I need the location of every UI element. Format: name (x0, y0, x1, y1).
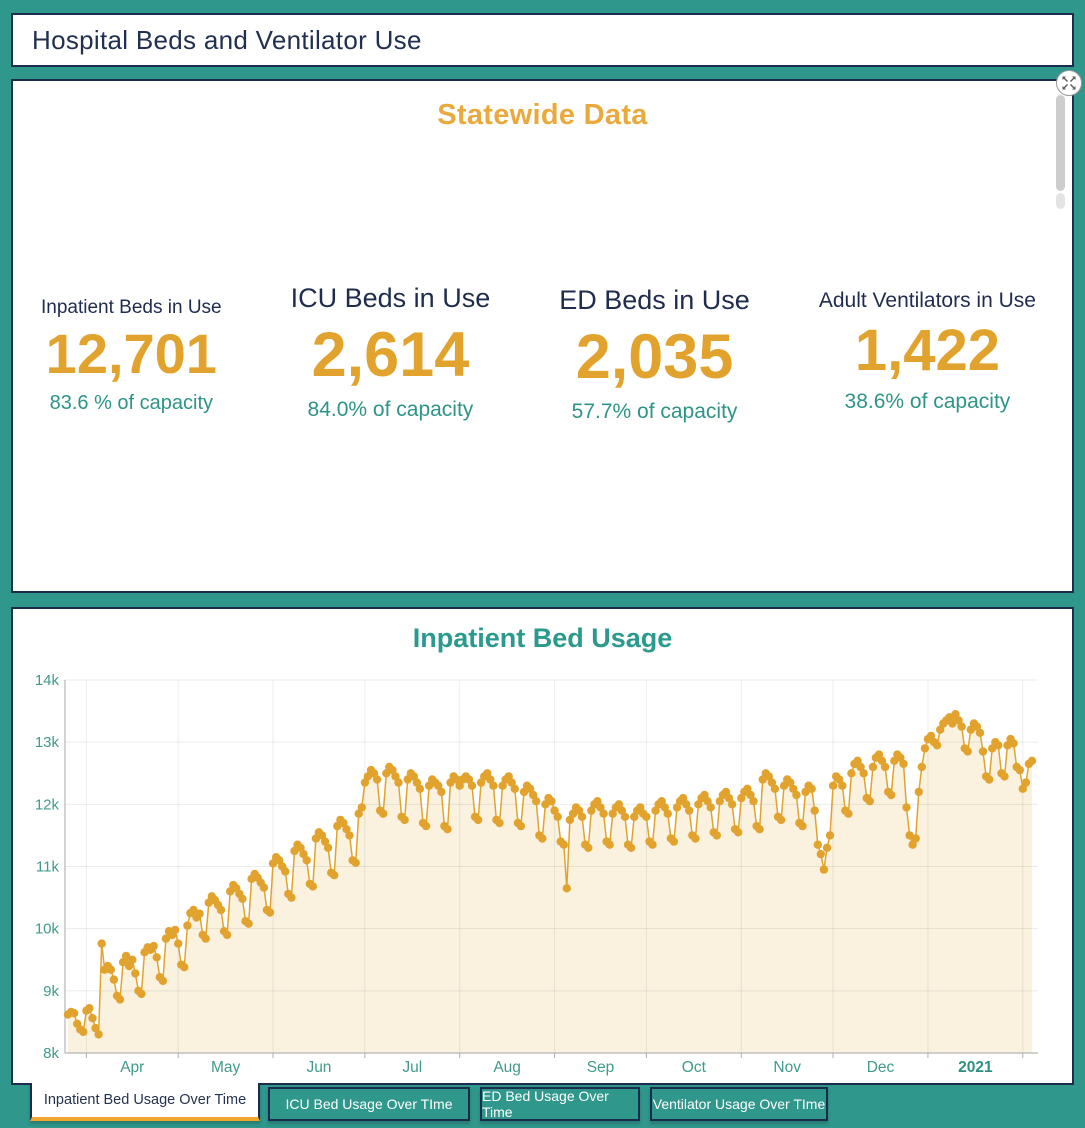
statewide-title: Statewide Data (437, 99, 648, 131)
dashboard-title-bar: Hospital Beds and Ventilator Use (11, 13, 1074, 67)
svg-text:Aug: Aug (493, 1059, 521, 1076)
tab-icu-bed-usage[interactable]: ICU Bed Usage Over TIme (268, 1087, 470, 1121)
svg-text:Oct: Oct (682, 1059, 707, 1076)
scrollbar-thumb[interactable] (1056, 95, 1065, 191)
svg-text:13k: 13k (35, 734, 60, 751)
stat-value: 2,614 (311, 320, 470, 390)
svg-text:8k: 8k (43, 1045, 59, 1062)
svg-text:9k: 9k (43, 983, 59, 1000)
svg-text:11k: 11k (36, 859, 60, 876)
inpatient-bed-usage-chart: 8k 9k 10k 11k 12k 13k 14k Apr May Jun Jul Aug Sep Oct… (35, 672, 1038, 1076)
svg-text:Dec: Dec (867, 1059, 895, 1076)
svg-text:2021: 2021 (958, 1059, 993, 1076)
svg-text:May: May (211, 1059, 241, 1076)
inpatient-bed-usage-panel: 8k 9k 10k 11k 12k 13k 14k Apr May Jun Jul Aug Sep Oct… (11, 607, 1074, 1085)
stat-card-inpatient-beds: Inpatient Beds in Use 12,701 83.6 % of c… (41, 297, 222, 415)
svg-text:12k: 12k (35, 796, 60, 813)
expand-fullscreen-button[interactable] (1056, 70, 1082, 96)
stat-label: Adult Ventilators in Use (818, 289, 1036, 312)
svg-text:Jun: Jun (306, 1059, 331, 1076)
stat-capacity: 83.6 % of capacity (49, 391, 214, 414)
tab-ventilator-usage[interactable]: Ventilator Usage Over TIme (650, 1087, 828, 1121)
stat-label: Inpatient Beds in Use (41, 297, 222, 318)
stat-value: 2,035 (575, 322, 734, 392)
stat-card-icu-beds: ICU Beds in Use 2,614 84.0% of capacity (291, 283, 491, 422)
scrollbar-track (1056, 193, 1065, 209)
svg-text:14k: 14k (35, 672, 60, 689)
statewide-panel: Statewide Data Inpatient Beds in Use 12,… (11, 79, 1074, 593)
chart-title: Inpatient Bed Usage (412, 623, 673, 653)
tab-ed-bed-usage[interactable]: ED Bed Usage Over Time (480, 1087, 640, 1121)
svg-text:Jul: Jul (402, 1059, 422, 1076)
stat-value: 1,422 (854, 318, 1000, 383)
stat-capacity: 38.6% of capacity (844, 389, 1011, 413)
tab-inpatient-bed-usage[interactable]: Inpatient Bed Usage Over Time (30, 1083, 260, 1121)
svg-text:Sep: Sep (587, 1059, 615, 1076)
stat-cards: Inpatient Beds in Use 12,701 83.6 % of c… (41, 283, 1036, 424)
svg-text:Nov: Nov (773, 1059, 801, 1076)
svg-text:10k: 10k (35, 921, 60, 938)
expand-arrows-icon (1061, 75, 1077, 91)
stat-value: 12,701 (45, 322, 217, 385)
stat-label: ICU Beds in Use (290, 283, 491, 313)
stat-capacity: 57.7% of capacity (571, 400, 738, 424)
stat-capacity: 84.0% of capacity (307, 398, 474, 422)
stat-card-adult-ventilators: Adult Ventilators in Use 1,422 38.6% of … (819, 289, 1036, 414)
stat-card-ed-beds: ED Beds in Use 2,035 57.7% of capacity (559, 285, 750, 424)
svg-text:Apr: Apr (120, 1059, 144, 1076)
stat-label: ED Beds in Use (559, 285, 750, 315)
dashboard-title: Hospital Beds and Ventilator Use (32, 24, 422, 55)
